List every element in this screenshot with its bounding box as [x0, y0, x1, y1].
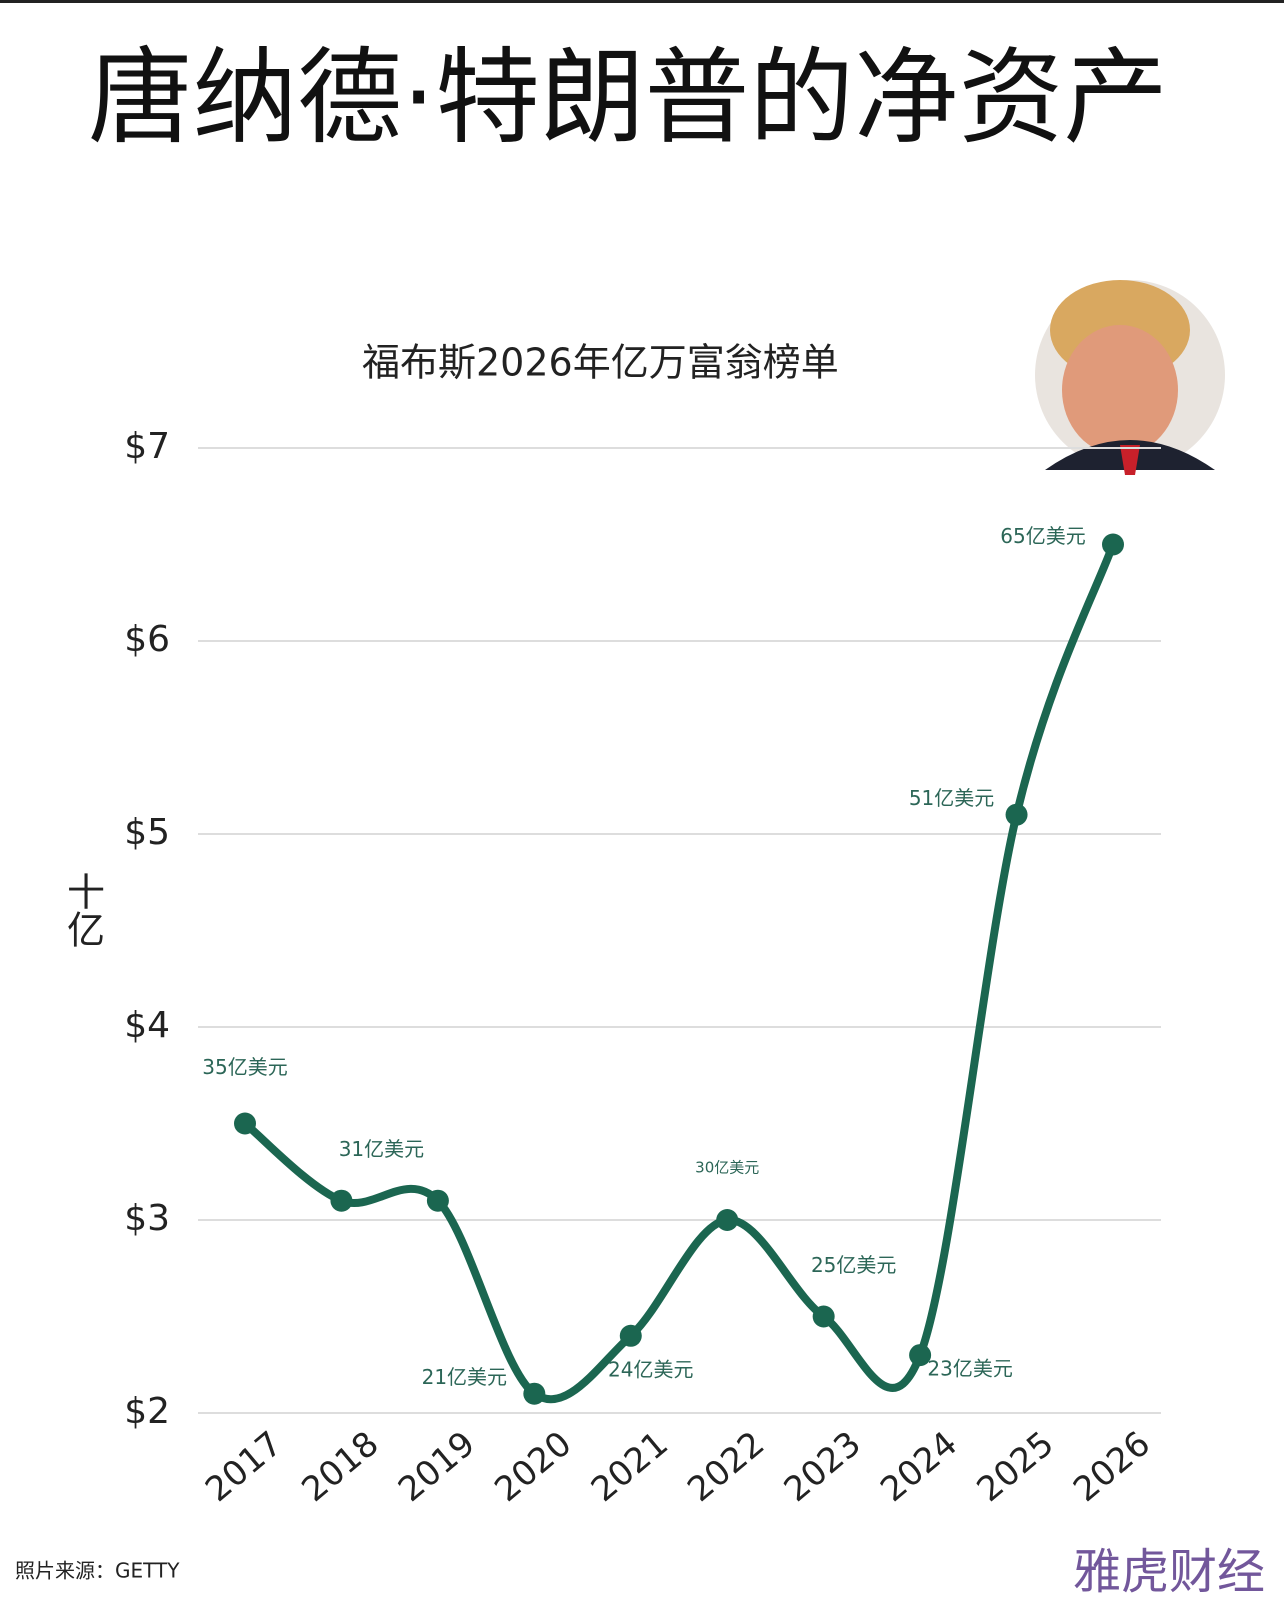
line	[241, 540, 1117, 1404]
data-label: 35亿美元	[202, 1055, 287, 1079]
x-tick-label: 2021	[584, 1424, 676, 1510]
data-point	[234, 1112, 256, 1135]
portrait	[1035, 280, 1225, 475]
x-tick-label: 2017	[198, 1424, 290, 1510]
data-label: 65亿美元	[1000, 524, 1085, 548]
data-label: 31亿美元	[339, 1137, 424, 1161]
data-label: 24亿美元	[608, 1357, 693, 1381]
top-border	[0, 0, 1284, 3]
y-tick-label: $5	[124, 812, 170, 853]
data-label: 25亿美元	[811, 1253, 896, 1277]
data-point	[619, 1324, 642, 1347]
chart-title: 唐纳德·特朗普的净资产	[88, 36, 1168, 158]
x-tick-label: 2018	[294, 1424, 386, 1510]
y-tick-label: $3	[124, 1198, 170, 1239]
data-label: 23亿美元	[927, 1357, 1012, 1381]
x-tick-label: 2019	[391, 1424, 483, 1510]
y-tick-label: $6	[124, 619, 170, 660]
data-point	[909, 1344, 932, 1367]
chart-subtitle: 福布斯2026年亿万富翁榜单	[362, 341, 839, 385]
data-point	[716, 1209, 739, 1231]
y-tick-label: $7	[124, 426, 170, 467]
data-point	[426, 1189, 449, 1212]
y-tick-label: $4	[124, 1005, 170, 1046]
x-tick-label: 2024	[873, 1424, 965, 1510]
x-tick-label: 2023	[777, 1424, 869, 1510]
data-label: 30亿美元	[695, 1159, 759, 1177]
y-axis-label: 十亿	[61, 872, 105, 948]
data-point	[812, 1305, 835, 1328]
x-tick-label: 2020	[487, 1424, 579, 1510]
data-point	[330, 1189, 353, 1212]
x-tick-label: 2025	[970, 1424, 1062, 1510]
x-tick-label: 2026	[1066, 1424, 1158, 1510]
data-label: 51亿美元	[909, 786, 994, 810]
data-point	[1005, 803, 1028, 826]
watermark: 雅虎财经	[1073, 1544, 1265, 1600]
data-point	[1102, 533, 1124, 556]
y-tick-label: $2	[124, 1391, 170, 1432]
data-point	[523, 1382, 546, 1405]
data-label: 21亿美元	[422, 1365, 507, 1389]
x-tick-label: 2022	[680, 1424, 772, 1510]
source-note: 照片来源：GETTY	[15, 1559, 180, 1583]
